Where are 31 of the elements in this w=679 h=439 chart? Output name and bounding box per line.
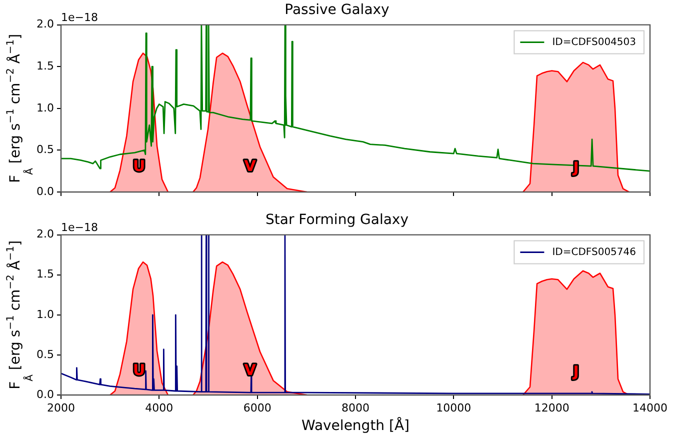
x-axis-title: Wavelength [Å] — [301, 417, 410, 434]
text: 1e−18 — [61, 221, 98, 234]
y-tick-label: 0.0 — [36, 184, 54, 198]
x-tick-label: 2000 — [47, 401, 75, 414]
x-tick-label: 14000 — [632, 401, 668, 414]
series-label: J — [572, 362, 579, 381]
x-tick-label: 8000 — [342, 401, 370, 414]
series-label: V — [244, 360, 256, 379]
series-label: V — [244, 156, 256, 175]
text: 1e−18 — [61, 11, 98, 24]
series-label: U — [132, 360, 146, 379]
y-tick-label: 1.0 — [36, 308, 54, 321]
y-tick-label: 0.0 — [36, 388, 54, 401]
x-tick-label: 4000 — [145, 401, 174, 414]
y-tick-label: 2.0 — [36, 18, 54, 31]
chart-title: Star Forming Galaxy — [266, 212, 408, 228]
legend-label: ID=CDFS005746 — [552, 246, 636, 258]
y-tick-label: 1.5 — [36, 268, 54, 281]
legend-label: ID=CDFS004503 — [552, 36, 636, 48]
x-tick-label: 6000 — [243, 401, 272, 414]
text: FÅ [erg s−1 cm−2 Å−1] — [6, 34, 36, 183]
y-tick-label: 1.5 — [36, 59, 54, 72]
y-tick-label: 1.0 — [36, 101, 54, 114]
x-tick-label: 12000 — [534, 401, 570, 414]
series-label: U — [132, 156, 146, 175]
text: FÅ [erg s−1 cm−2 Å−1] — [6, 240, 36, 390]
y-tick-label: 0.5 — [36, 143, 54, 156]
x-tick-label: 10000 — [436, 401, 472, 414]
y-tick-label: 2.0 — [36, 228, 54, 241]
y-tick-label: 0.5 — [36, 348, 54, 361]
chart-title: Passive Galaxy — [284, 2, 390, 18]
